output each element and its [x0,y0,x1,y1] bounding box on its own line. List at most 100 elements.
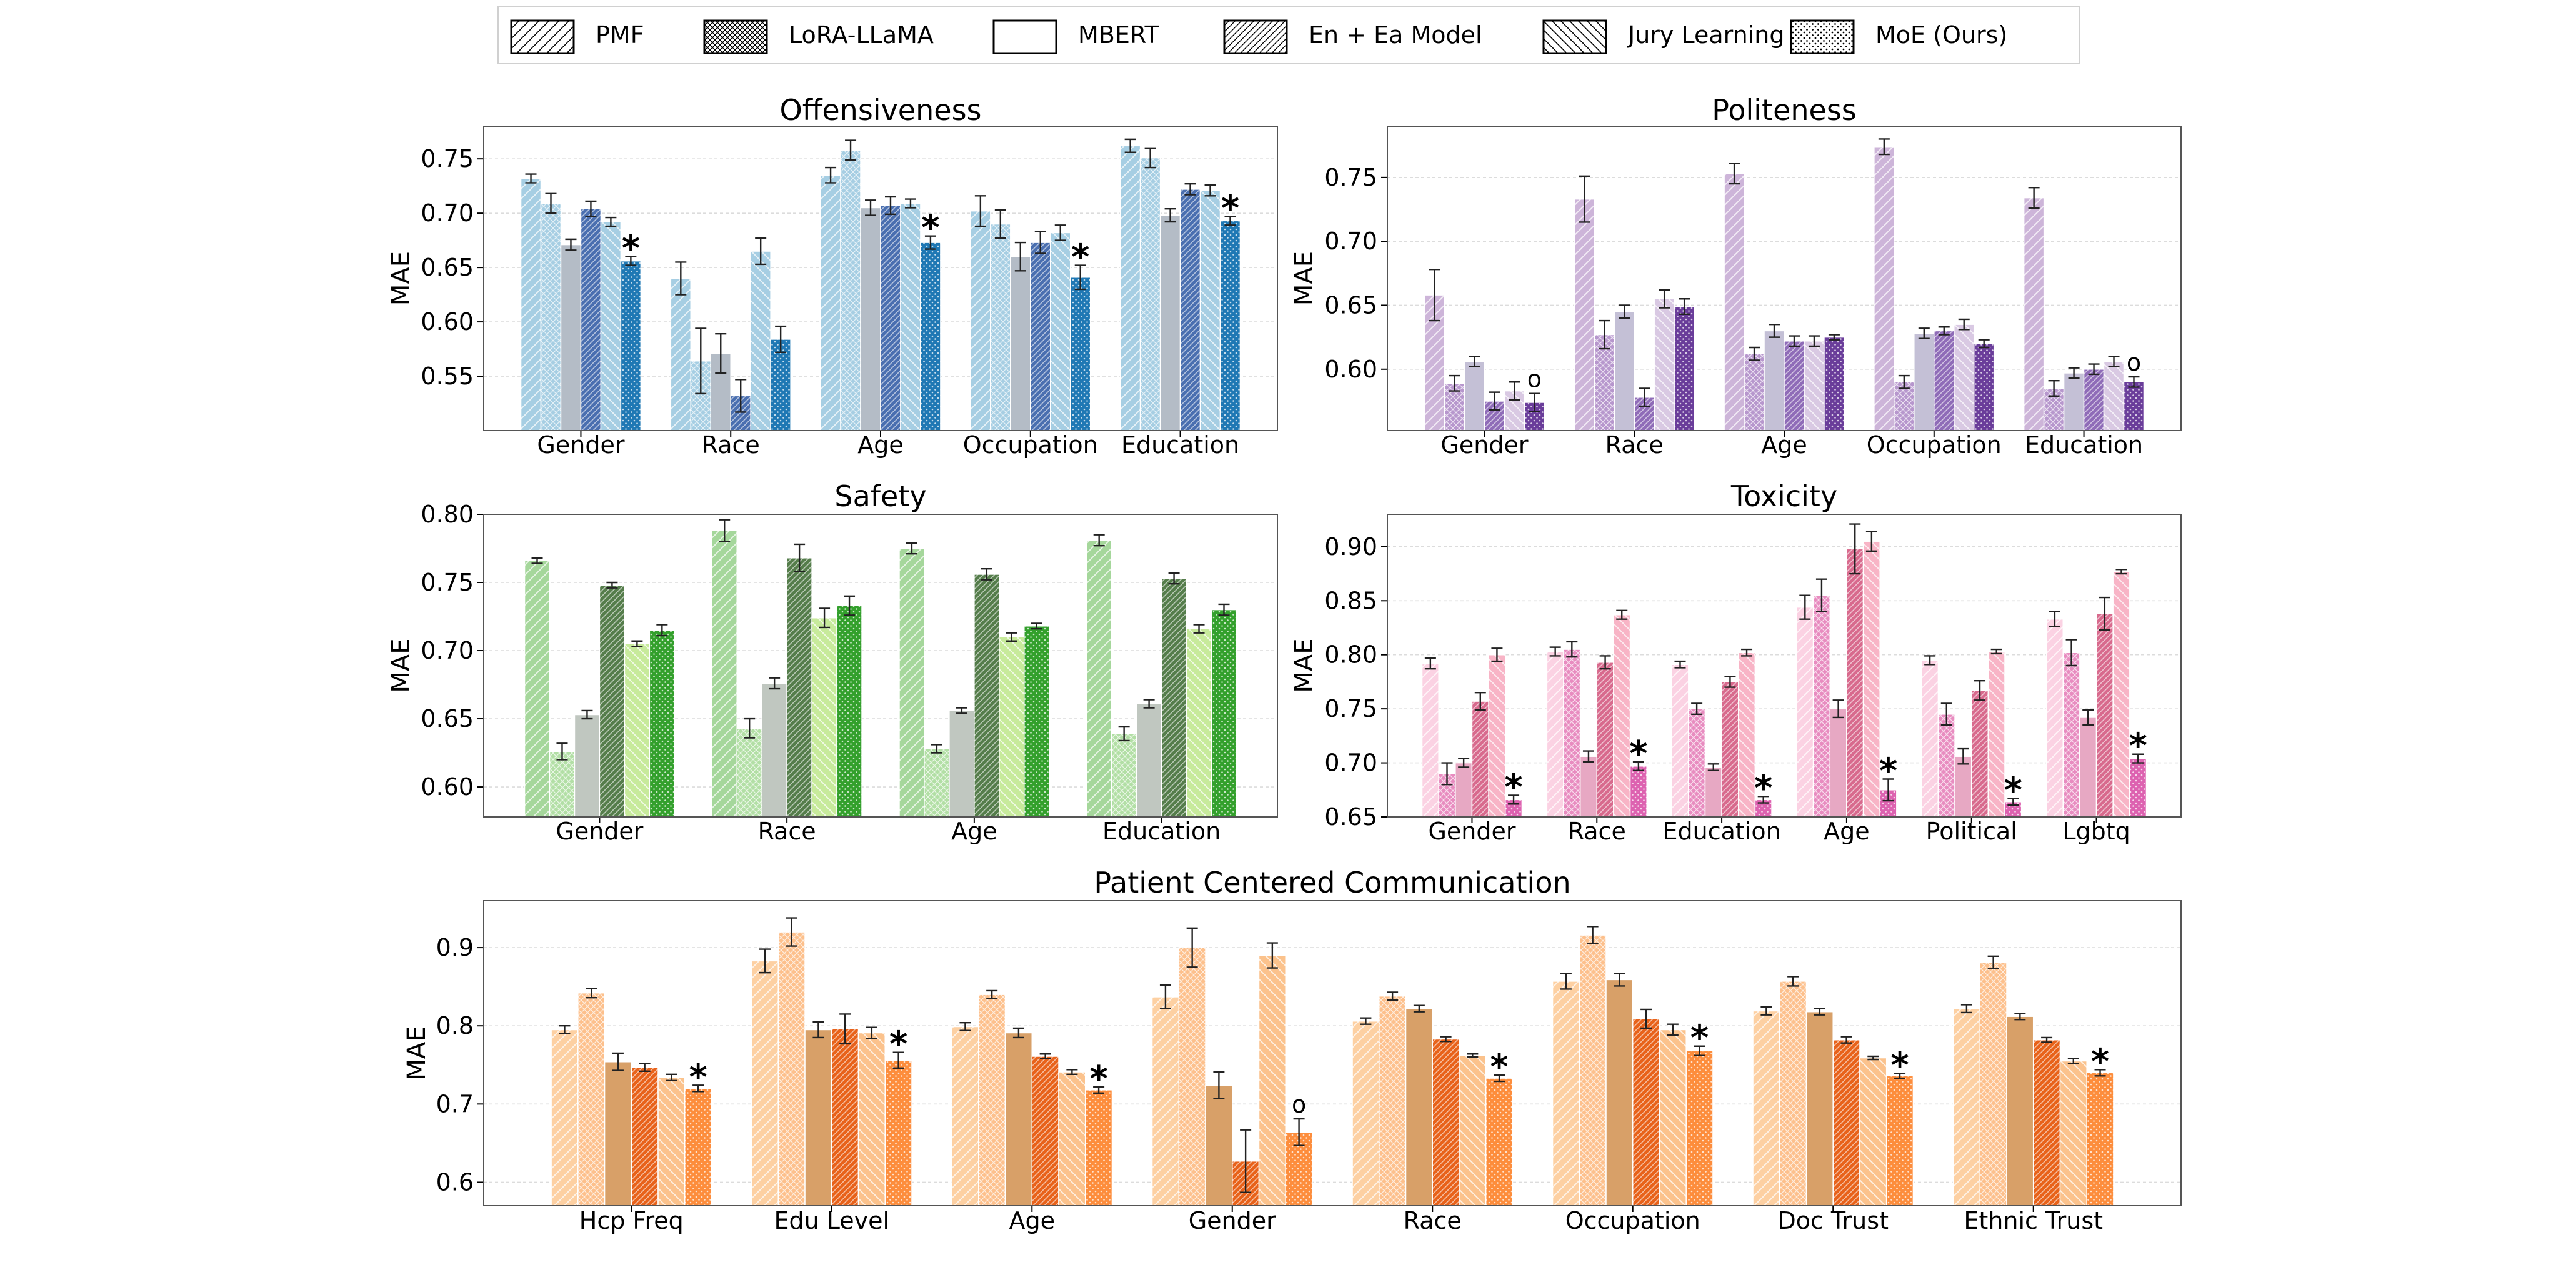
bar-pattern [1630,766,1647,817]
bar-pattern [974,574,999,817]
bar-pattern [1724,173,1745,431]
bar-pattern [1846,549,1864,817]
significance-marker: * [1490,1047,1508,1088]
chart-title: Politeness [1712,93,1857,127]
bar-pattern [751,961,779,1206]
y-tick-label: 0.75 [421,145,474,172]
significance-marker: * [889,1024,907,1065]
bar-pattern [970,211,991,431]
bar-pattern [1186,629,1212,817]
bar-pattern [1459,1055,1486,1206]
bar-pattern [684,1088,712,1206]
bar-pattern [1050,232,1071,431]
bar [574,714,601,818]
legend-swatch-pattern [705,21,766,52]
y-tick-label: 0.9 [436,934,474,961]
x-tick-label: Hcp Freq [579,1207,684,1234]
legend-swatch [992,19,1057,54]
bar [1010,256,1031,431]
bar-pattern [1200,190,1221,431]
bar-pattern [1352,1021,1379,1206]
y-tick-label: 0.65 [1324,291,1377,319]
y-tick-label: 0.65 [421,254,474,281]
bar-pattern [1574,199,1595,431]
x-tick-label: Race [702,431,760,459]
legend-item: PMF [510,19,644,54]
bar-pattern [881,205,901,431]
bar-pattern [1954,324,1974,431]
bar [2079,717,2097,818]
legend-swatch-pattern [512,21,573,52]
significance-marker: * [2004,771,2022,811]
significance-marker: * [1221,188,1239,229]
bar-pattern [2129,758,2147,817]
bar-pattern [2124,382,2144,431]
bar-pattern [900,203,921,431]
legend-label: PMF [596,21,644,49]
bar-pattern [1674,306,1695,431]
bar-pattern [631,1067,659,1206]
bar-pattern [1886,1076,1914,1206]
bar-pattern [2113,571,2130,817]
plot-frame [483,514,1278,818]
legend: PMF LoRA-LLaMA MBERT En + Ea Model Jury Lear… [497,6,2080,64]
bar [1405,1008,1433,1206]
bar [1764,330,1785,431]
bar-pattern [899,548,924,817]
bar [560,244,582,431]
legend-item: MBERT [992,19,1160,54]
bar-pattern [1152,996,1179,1206]
bar-pattern [858,1032,886,1206]
bar-pattern [1597,662,1614,817]
significance-marker: * [1504,767,1522,808]
bar [949,710,975,818]
y-tick-label: 0.65 [421,705,474,732]
y-tick-label: 0.75 [421,569,474,596]
bar-pattern [1552,981,1580,1206]
bar [1704,766,1722,818]
bar-pattern [2060,1061,2087,1206]
bar-pattern [1672,664,1689,817]
bar-pattern [624,644,650,817]
bar-pattern [671,278,691,431]
bar-pattern [990,224,1011,431]
bar-pattern [549,751,575,817]
x-tick-label: Age [1824,818,1870,845]
bar-pattern [2024,198,2044,431]
legend-label: En + Ea Model [1309,21,1482,49]
y-axis-label: MAE [1290,638,1319,692]
bar-pattern [821,175,841,431]
bar-pattern [1422,663,1439,817]
bar [1829,708,1847,818]
y-tick-label: 0.70 [421,199,474,227]
significance-marker: * [1754,768,1772,809]
y-tick-label: 0.60 [421,308,474,336]
bar [1004,1032,1033,1206]
y-tick-label: 0.75 [1324,164,1377,191]
chart-politeness: 0.60 0.65 0.70 0.75 o Gender Race Age Occupation… [1290,93,2182,459]
chart-toxicity: 0.65 0.70 0.75 0.80 0.85 0.90 * Gender * Race * Edu… [1290,479,2182,845]
bar-pattern [999,637,1024,817]
bar-pattern [812,618,837,817]
bar-pattern [1259,955,1286,1206]
legend-item: En + Ea Model [1223,19,1482,54]
x-tick-label: Gender [556,818,643,845]
significance-marker: o [2127,349,2141,376]
bar-pattern [1980,962,2007,1206]
bar-pattern [1179,948,1206,1206]
significance-marker: * [1629,734,1647,774]
bar-pattern [1120,146,1141,431]
bar [761,682,787,818]
bar [1614,311,1635,431]
bar-pattern [577,992,605,1206]
plot-frame [483,900,2182,1206]
bar-pattern [1032,1056,1059,1206]
bar [604,1061,632,1206]
bar-pattern [920,242,941,431]
bar-pattern [581,209,601,431]
bar-pattern [1211,609,1237,817]
bar-pattern [1654,299,1675,431]
bar [1455,762,1473,818]
y-tick-label: 0.85 [1324,587,1377,614]
